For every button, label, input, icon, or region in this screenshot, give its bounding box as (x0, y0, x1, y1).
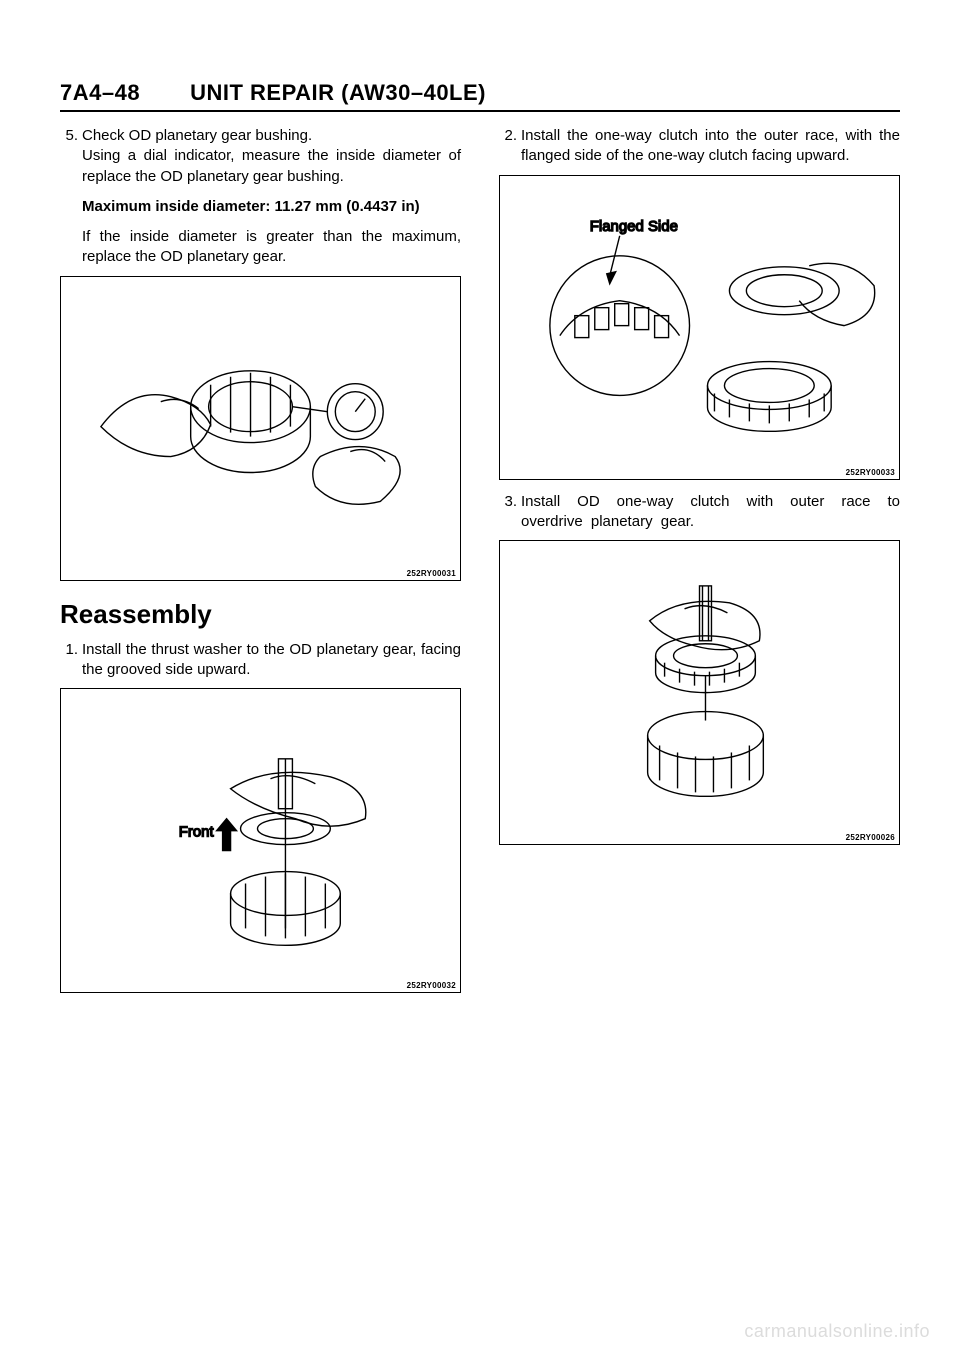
step-text: Install OD one-way clutch with outer rac… (521, 492, 900, 533)
step-text: Check OD planetary gear bushing. (82, 126, 461, 146)
figure-id: 252RY00033 (846, 468, 895, 477)
one-way-clutch-illustration: Flanged Side (500, 176, 899, 475)
step-3: 3. Install OD one-way clutch with outer … (499, 492, 900, 533)
content-columns: 5. Check OD planetary gear bushing. Usin… (60, 126, 900, 1005)
page-number: 7A4–48 (60, 80, 140, 106)
figure-id: 252RY00031 (407, 569, 456, 578)
page-header: 7A4–48 UNIT REPAIR (AW30–40LE) (60, 80, 900, 112)
step-number: 2. (499, 126, 521, 167)
step-number: 5. (60, 126, 82, 146)
section-heading-reassembly: Reassembly (60, 599, 461, 630)
thrust-washer-illustration: Front (61, 689, 460, 988)
step-subtext: Using a dial indicator, measure the insi… (82, 146, 461, 187)
step-text: Install the thrust washer to the OD plan… (82, 640, 461, 681)
step-note: If the inside diameter is greater than t… (82, 227, 461, 268)
figure-id: 252RY00032 (407, 981, 456, 990)
step-text: Install the one-way clutch into the oute… (521, 126, 900, 167)
figure-thrust-washer: Front (60, 688, 461, 993)
step-1: 1. Install the thrust washer to the OD p… (60, 640, 461, 681)
flanged-side-label: Flanged Side (590, 217, 678, 234)
watermark: carmanualsonline.info (744, 1321, 930, 1342)
left-column: 5. Check OD planetary gear bushing. Usin… (60, 126, 461, 1005)
front-label: Front (179, 824, 215, 841)
step-5: 5. Check OD planetary gear bushing. Usin… (60, 126, 461, 268)
step-number: 1. (60, 640, 82, 681)
figure-dial-indicator: 252RY00031 (60, 276, 461, 581)
page-title: UNIT REPAIR (AW30–40LE) (190, 80, 486, 106)
figure-od-clutch-install: 252RY00026 (499, 540, 900, 845)
dial-indicator-illustration (61, 277, 460, 576)
step-number: 3. (499, 492, 521, 533)
right-column: 2. Install the one-way clutch into the o… (499, 126, 900, 1005)
step-2: 2. Install the one-way clutch into the o… (499, 126, 900, 167)
spec-line: Maximum inside diameter: 11.27 mm (0.443… (82, 197, 461, 217)
figure-one-way-clutch: Flanged Side (499, 175, 900, 480)
od-clutch-install-illustration (500, 541, 899, 840)
figure-id: 252RY00026 (846, 833, 895, 842)
